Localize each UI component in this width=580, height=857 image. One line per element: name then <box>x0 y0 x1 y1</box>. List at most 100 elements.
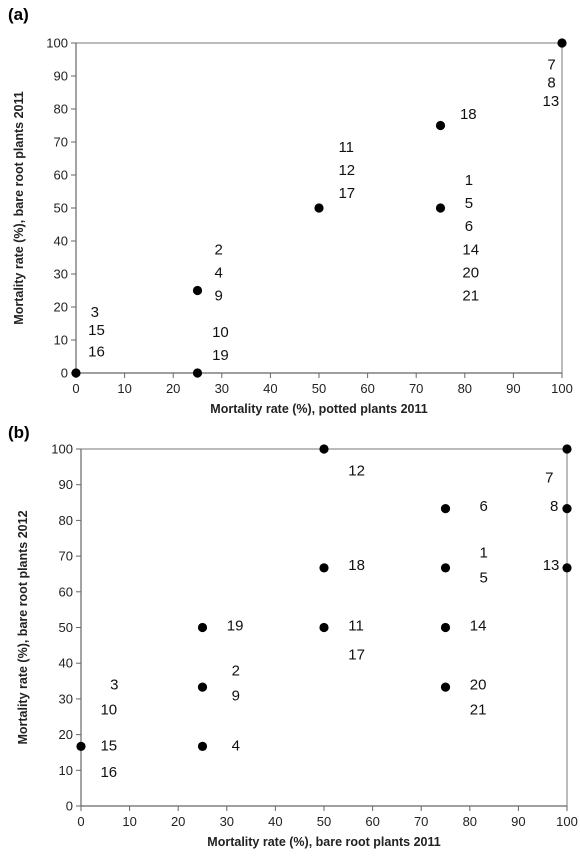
a-point-label: 18 <box>460 106 477 123</box>
a-x-tick-label: 90 <box>506 381 520 396</box>
a-point-label: 20 <box>462 264 479 281</box>
b-y-tick-label: 70 <box>59 549 73 564</box>
a-x-tick-label: 100 <box>551 381 573 396</box>
b-x-tick-label: 20 <box>171 814 185 829</box>
b-x-tick-label: 60 <box>365 814 379 829</box>
panel-b-label: (b) <box>8 423 30 442</box>
a-point-label: 17 <box>338 185 355 202</box>
b-point-label: 6 <box>480 498 488 515</box>
a-data-point <box>192 285 203 296</box>
a-x-tick-label: 70 <box>409 381 423 396</box>
b-x-tick-label: 40 <box>268 814 282 829</box>
a-y-tick-label: 60 <box>54 168 68 183</box>
b-point-label: 2 <box>232 662 240 679</box>
b-point-label: 5 <box>480 570 488 587</box>
b-y-tick-label: 50 <box>59 620 73 635</box>
a-point-label: 11 <box>338 139 354 156</box>
b-point-label: 11 <box>348 618 364 635</box>
b-y-tick-label: 30 <box>59 691 73 706</box>
a-point-label: 13 <box>543 93 560 110</box>
b-point-label: 4 <box>232 737 240 754</box>
a-point-label: 15 <box>88 322 105 339</box>
b-point-label: 21 <box>470 702 487 719</box>
a-point-label: 1 <box>465 172 473 189</box>
b-point-label: 19 <box>227 618 244 635</box>
a-point-label: 4 <box>215 264 223 281</box>
a-data-point <box>314 203 324 213</box>
b-point-label: 8 <box>550 498 558 515</box>
b-point-label: 13 <box>543 557 560 574</box>
b-x-tick-label: 30 <box>220 814 234 829</box>
a-point-label: 12 <box>338 162 355 179</box>
panel-a-label: (a) <box>8 5 29 24</box>
a-data-point <box>435 120 446 131</box>
b-x-tick-label: 80 <box>463 814 477 829</box>
b-y-tick-label: 100 <box>51 442 73 457</box>
a-x-tick-label: 40 <box>263 381 277 396</box>
a-point-label: 6 <box>465 218 473 235</box>
b-point-label: 15 <box>100 737 117 754</box>
a-point-label: 14 <box>462 241 479 258</box>
scatter-chart-b: 0 10 20 30 40 50 60 70 80 90 100 0 10 20 30 40 50 60 70 80 9… <box>16 442 578 850</box>
a-point-label: 19 <box>212 347 229 364</box>
a-y-tick-label: 20 <box>54 300 68 315</box>
a-y-tick-label: 80 <box>54 102 68 117</box>
a-point-label: 2 <box>215 241 223 258</box>
a-y-tick-label: 90 <box>54 69 68 84</box>
a-data-point <box>435 203 446 213</box>
b-data-point <box>197 741 208 751</box>
a-point-label: 21 <box>462 287 479 304</box>
a-x-tick-label: 80 <box>458 381 472 396</box>
a-y-tick-label: 30 <box>54 267 68 282</box>
a-data-point <box>192 368 203 378</box>
b-x-tick-label: 0 <box>77 814 84 829</box>
b-data-point <box>76 741 86 751</box>
b-y-tick-label: 40 <box>59 656 73 671</box>
a-point-label: 16 <box>88 344 105 361</box>
b-data-point <box>562 563 572 573</box>
a-y-tick-label: 100 <box>46 36 68 51</box>
a-point-label: 9 <box>215 287 223 304</box>
a-y-tick-label: 50 <box>54 201 68 216</box>
b-point-label: 12 <box>348 462 365 479</box>
b-point-label: 10 <box>100 702 117 719</box>
b-x-tick-label: 10 <box>122 814 136 829</box>
b-data-point <box>319 563 329 573</box>
a-point-label: 3 <box>91 304 99 321</box>
b-x-tick-label: 100 <box>556 814 578 829</box>
b-point-label: 3 <box>110 677 118 694</box>
b-point-label: 20 <box>470 677 487 694</box>
b-data-point <box>319 444 329 454</box>
a-x-tick-label: 50 <box>312 381 326 396</box>
a-point-label: 5 <box>465 195 473 212</box>
scatter-chart-a: 0 10 20 30 40 50 60 70 80 90 100 0 10 20 30 40 50 60 70 80 9… <box>12 36 573 417</box>
b-y-tick-label: 60 <box>59 584 73 599</box>
b-point-label: 14 <box>470 618 487 635</box>
b-data-point <box>197 682 208 692</box>
b-x-tick-label: 50 <box>317 814 331 829</box>
a-x-axis-title: Mortality rate (%), potted plants 2011 <box>210 402 427 416</box>
a-x-tick-label: 20 <box>166 381 180 396</box>
b-x-axis-title: Mortality rate (%), bare root plants 201… <box>207 835 440 849</box>
b-y-tick-label: 0 <box>66 799 73 814</box>
b-point-label: 9 <box>232 687 240 704</box>
b-point-label: 17 <box>348 646 365 663</box>
a-y-tick-label: 40 <box>54 234 68 249</box>
b-y-tick-label: 80 <box>59 513 73 528</box>
a-point-label: 10 <box>212 324 229 341</box>
a-x-tick-label: 0 <box>72 381 79 396</box>
a-point-label: 7 <box>547 56 555 73</box>
b-point-label: 7 <box>545 470 553 487</box>
b-point-label: 18 <box>348 557 365 574</box>
b-x-tick-label: 70 <box>414 814 428 829</box>
a-x-tick-label: 10 <box>117 381 131 396</box>
a-point-label: 8 <box>547 75 555 92</box>
b-data-point <box>440 682 451 692</box>
b-data-point <box>562 444 572 454</box>
b-y-tick-label: 90 <box>59 477 73 492</box>
a-y-tick-label: 10 <box>54 333 68 348</box>
b-data-point <box>440 563 451 573</box>
a-x-tick-label: 30 <box>215 381 229 396</box>
a-x-tick-label: 60 <box>360 381 374 396</box>
b-data-point <box>562 504 572 514</box>
